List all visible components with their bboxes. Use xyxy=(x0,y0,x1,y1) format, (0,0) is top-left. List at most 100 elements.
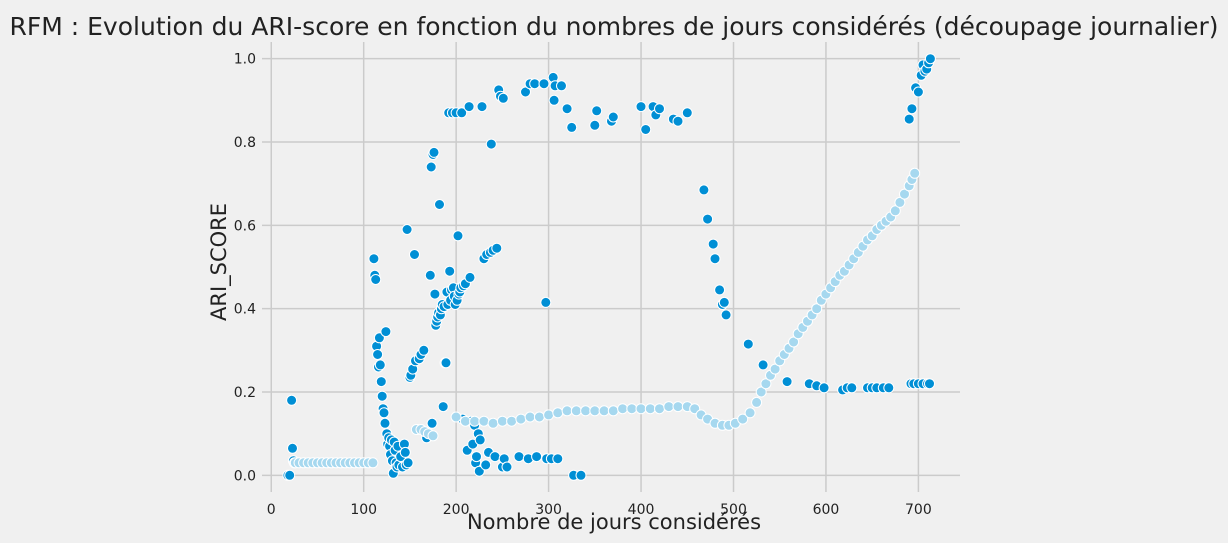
data-point xyxy=(846,382,858,394)
data-point xyxy=(531,451,543,463)
data-point xyxy=(556,80,567,92)
x-tick-label: 600 xyxy=(813,502,840,518)
data-point xyxy=(497,92,509,104)
data-point xyxy=(372,349,384,360)
data-point xyxy=(370,274,382,285)
data-point xyxy=(476,101,488,113)
data-point xyxy=(401,224,413,235)
data-point xyxy=(376,390,388,402)
data-point xyxy=(429,288,441,300)
data-point xyxy=(883,382,895,394)
data-point xyxy=(380,326,392,338)
data-point xyxy=(513,451,525,463)
data-point xyxy=(524,411,536,423)
data-point xyxy=(566,121,578,133)
data-point xyxy=(718,296,730,308)
data-point xyxy=(635,403,647,415)
data-point xyxy=(496,415,508,427)
data-point xyxy=(635,101,647,113)
data-point xyxy=(529,78,541,90)
data-point xyxy=(506,415,518,427)
data-point xyxy=(899,188,910,200)
data-point xyxy=(742,338,754,350)
data-point xyxy=(489,451,501,463)
data-point xyxy=(540,296,552,308)
data-point xyxy=(437,401,449,413)
data-point xyxy=(617,403,629,415)
data-point xyxy=(811,303,823,315)
data-point xyxy=(672,401,684,413)
x-tick-label: 500 xyxy=(720,502,747,518)
data-point xyxy=(561,103,573,115)
data-point xyxy=(287,442,298,454)
data-point xyxy=(702,213,714,225)
data-point xyxy=(426,417,438,429)
data-point xyxy=(424,269,436,281)
data-point xyxy=(903,113,915,125)
data-point xyxy=(781,376,793,388)
data-point xyxy=(501,461,513,473)
x-tick-label: 300 xyxy=(535,502,562,518)
data-point xyxy=(478,415,490,427)
data-point xyxy=(452,230,464,242)
data-point xyxy=(654,403,665,415)
data-point xyxy=(538,78,550,90)
x-axis-ticks: 0 100 200 300 400 500 600 700 xyxy=(267,502,932,518)
data-point xyxy=(425,161,437,173)
data-point xyxy=(607,405,619,417)
data-point xyxy=(552,407,564,419)
data-point xyxy=(552,453,564,465)
plot-area xyxy=(262,42,960,492)
data-point xyxy=(515,413,527,425)
data-point xyxy=(463,101,475,113)
data-point xyxy=(714,284,726,296)
data-point xyxy=(709,253,721,265)
y-tick-label: 0.0 xyxy=(234,468,256,484)
data-point xyxy=(485,138,497,150)
data-point xyxy=(459,415,471,427)
data-point xyxy=(474,434,486,446)
data-point xyxy=(469,415,481,427)
data-point xyxy=(681,107,693,119)
data-point xyxy=(543,409,555,421)
data-point xyxy=(769,363,781,375)
data-point xyxy=(399,446,411,458)
data-point xyxy=(924,378,935,390)
data-point xyxy=(286,394,298,406)
data-point xyxy=(672,115,684,127)
data-point xyxy=(580,405,592,417)
x-tick-label: 200 xyxy=(443,502,470,518)
data-point xyxy=(640,124,652,135)
data-point xyxy=(440,357,452,369)
data-point xyxy=(598,405,610,417)
data-points xyxy=(282,53,936,481)
data-point xyxy=(471,451,482,463)
data-point xyxy=(434,199,445,210)
data-point xyxy=(464,271,476,283)
data-point xyxy=(561,405,573,417)
data-point xyxy=(894,196,906,208)
x-axis-label: Nombre de jours considérés xyxy=(467,510,761,534)
data-point xyxy=(487,417,499,429)
data-point xyxy=(428,146,440,158)
data-point xyxy=(374,359,386,371)
y-tick-label: 0.8 xyxy=(234,135,256,151)
data-point xyxy=(788,336,800,348)
data-point xyxy=(520,86,531,98)
data-point xyxy=(909,167,921,179)
x-tick-label: 400 xyxy=(628,502,655,518)
data-point xyxy=(663,401,675,413)
y-tick-label: 0.2 xyxy=(234,385,256,401)
data-point xyxy=(889,205,901,217)
data-point xyxy=(654,103,665,115)
y-axis-ticks: 0.0 0.2 0.4 0.6 0.8 1.0 xyxy=(234,52,256,485)
data-point xyxy=(698,184,710,196)
data-point xyxy=(444,265,456,277)
x-tick-label: 0 xyxy=(267,502,276,518)
data-point xyxy=(367,457,379,469)
y-axis-label: ARI_SCORE xyxy=(207,203,232,321)
data-point xyxy=(906,103,918,115)
chart-title: RFM : Evolution du ARI-score en fonction… xyxy=(10,12,1219,41)
data-point xyxy=(912,86,924,98)
data-point xyxy=(924,53,936,65)
